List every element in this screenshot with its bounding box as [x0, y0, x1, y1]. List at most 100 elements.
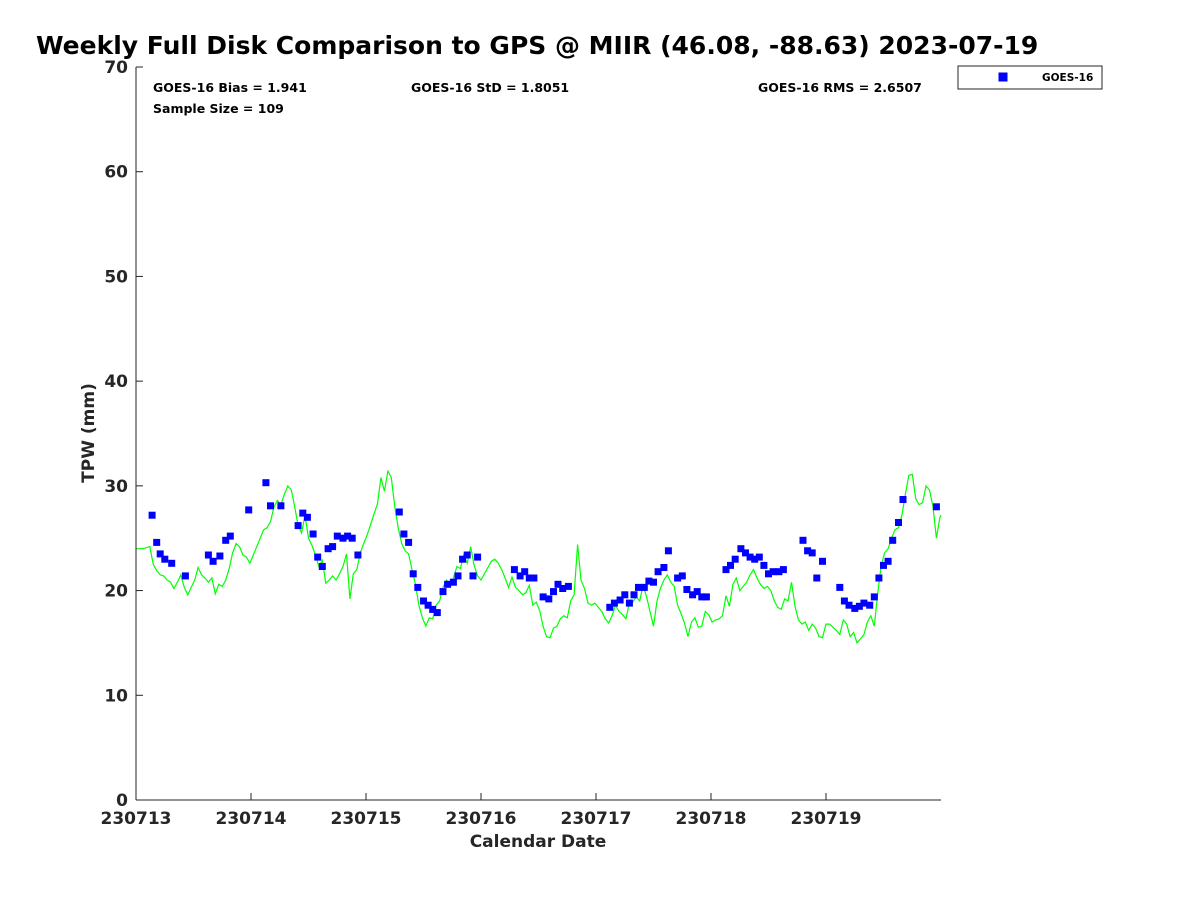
- goes16-point: [689, 591, 697, 599]
- goes16-point: [932, 503, 940, 511]
- goes16-point: [813, 574, 821, 582]
- rms-stat: GOES-16 RMS = 2.6507: [758, 80, 922, 95]
- goes16-point: [539, 593, 547, 601]
- std-stat: GOES-16 StD = 1.8051: [411, 80, 569, 95]
- goes16-point: [775, 568, 783, 576]
- goes16-point: [267, 502, 274, 510]
- goes16-point: [314, 553, 322, 561]
- goes16-point: [693, 588, 701, 596]
- goes16-point: [318, 563, 326, 570]
- goes16-point: [702, 593, 710, 601]
- y-tick-label: 60: [104, 163, 128, 183]
- goes16-point: [625, 599, 633, 607]
- goes16-point: [444, 580, 452, 588]
- x-tick-label: 230715: [331, 809, 402, 829]
- goes16-point: [545, 595, 553, 603]
- goes16-point: [459, 555, 467, 563]
- goes16-point: [409, 570, 417, 578]
- goes16-point: [870, 593, 878, 601]
- goes16-point: [216, 552, 224, 560]
- goes16-point: [510, 566, 518, 574]
- goes16-point: [664, 547, 672, 555]
- goes16-point: [516, 572, 524, 580]
- goes16-point: [564, 582, 572, 590]
- goes16-point: [889, 536, 897, 544]
- x-tick-label: 230719: [791, 809, 862, 829]
- goes16-point: [521, 568, 529, 576]
- goes16-point: [769, 568, 777, 576]
- goes16-point: [530, 574, 538, 582]
- goes16-point: [209, 557, 217, 565]
- goes16-point: [645, 577, 653, 585]
- goes16-point: [168, 559, 176, 567]
- x-tick-label: 230716: [446, 809, 517, 829]
- goes16-point: [755, 553, 763, 561]
- goes16-point: [899, 496, 907, 503]
- plot-area: [136, 67, 941, 800]
- y-tick-label: 40: [104, 372, 128, 392]
- goes16-point: [348, 534, 356, 542]
- y-tick-label: 50: [104, 267, 128, 287]
- goes16-point: [554, 580, 562, 588]
- goes16-point: [760, 561, 768, 569]
- legend-marker-goes16: [998, 72, 1008, 82]
- goes16-point: [840, 597, 848, 605]
- goes16-point: [880, 561, 887, 569]
- chart-title: Weekly Full Disk Comparison to GPS @ MII…: [36, 31, 1038, 60]
- goes16-point: [433, 609, 441, 617]
- goes16-point: [148, 511, 156, 519]
- goes16-point: [414, 583, 422, 591]
- goes16-point: [845, 601, 853, 609]
- y-axis-label: TPW (mm): [79, 383, 99, 483]
- goes16-point: [727, 561, 734, 569]
- goes16-point: [742, 549, 749, 557]
- x-tick-label: 230714: [216, 809, 287, 829]
- goes16-point: [226, 532, 234, 540]
- legend-label-goes16: GOES-16: [1042, 72, 1093, 84]
- goes16-point: [722, 566, 730, 574]
- goes16-point: [640, 583, 648, 591]
- goes16-point: [678, 572, 686, 580]
- goes16-point: [660, 564, 668, 571]
- legend-box: [957, 65, 1103, 90]
- goes16-point: [469, 572, 477, 580]
- goes16-point: [804, 547, 812, 555]
- goes16-point: [454, 572, 462, 580]
- goes16-point: [606, 603, 614, 611]
- goes16-point: [329, 543, 337, 551]
- goes16-point: [420, 597, 427, 605]
- x-tick-label: 230717: [561, 809, 632, 829]
- goes16-point: [819, 557, 826, 565]
- gps-line: [136, 469, 942, 645]
- goes16-point: [836, 583, 844, 591]
- goes16-point: [799, 536, 807, 544]
- goes16-point: [333, 532, 341, 540]
- goes16-series: [148, 479, 940, 617]
- goes16-point: [400, 530, 408, 538]
- goes16-point: [683, 586, 691, 593]
- goes16-point: [610, 599, 618, 607]
- goes16-point: [621, 591, 629, 599]
- x-tick-label: 230713: [101, 809, 172, 829]
- goes16-point: [429, 605, 437, 613]
- goes16-point: [181, 572, 189, 580]
- y-tick-label: 70: [104, 58, 128, 78]
- goes16-point: [161, 555, 169, 563]
- goes16-point: [851, 604, 859, 612]
- goes16-point: [525, 574, 533, 582]
- goes16-point: [153, 538, 161, 546]
- goes16-point: [463, 551, 471, 559]
- y-axis-ticks: 0 10 20 30 40 50 60 70: [104, 58, 143, 811]
- goes16-point: [204, 551, 212, 559]
- goes16-point: [654, 568, 662, 576]
- goes16-point: [884, 557, 892, 565]
- goes16-point: [550, 588, 557, 596]
- goes16-point: [855, 602, 863, 610]
- x-axis-ticks: 230713 230714 230715 230716 230717 230718 2307…: [101, 793, 862, 829]
- goes16-point: [309, 530, 317, 538]
- goes16-point: [395, 508, 403, 516]
- goes16-point: [674, 574, 682, 582]
- x-tick-label: 230718: [676, 809, 747, 829]
- goes16-point: [262, 479, 270, 487]
- y-tick-label: 20: [104, 582, 128, 602]
